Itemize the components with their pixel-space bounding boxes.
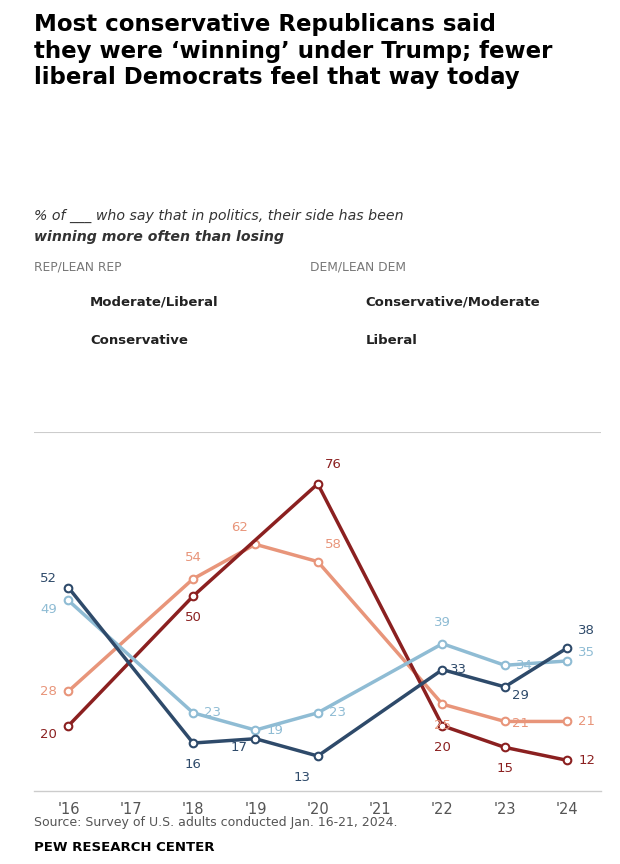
Text: 62: 62: [231, 520, 248, 533]
Text: 29: 29: [512, 689, 529, 702]
Text: PEW RESEARCH CENTER: PEW RESEARCH CENTER: [34, 841, 215, 854]
Text: 23: 23: [205, 706, 221, 720]
Text: 20: 20: [40, 727, 57, 741]
Text: % of ___ who say that in politics, their side has been: % of ___ who say that in politics, their…: [34, 209, 404, 223]
Text: 21: 21: [512, 717, 529, 730]
Text: 28: 28: [40, 684, 57, 698]
Text: winning more often than losing: winning more often than losing: [34, 230, 284, 244]
Text: 49: 49: [40, 602, 57, 616]
Text: Moderate/Liberal: Moderate/Liberal: [90, 295, 218, 309]
Text: 76: 76: [326, 458, 342, 471]
Text: 21: 21: [578, 715, 595, 728]
Text: 12: 12: [578, 753, 595, 767]
Text: 38: 38: [578, 624, 595, 638]
Text: Conservative: Conservative: [90, 334, 188, 347]
Text: 19: 19: [267, 723, 283, 737]
Text: 33: 33: [450, 663, 467, 677]
Text: 17: 17: [231, 740, 248, 754]
Text: 39: 39: [434, 615, 451, 629]
Text: 54: 54: [185, 550, 202, 564]
Text: 52: 52: [40, 572, 57, 586]
Text: 58: 58: [326, 537, 342, 551]
Text: 13: 13: [293, 771, 310, 785]
Text: 15: 15: [496, 762, 513, 776]
Text: Conservative/Moderate: Conservative/Moderate: [366, 295, 541, 309]
Text: REP/LEAN REP: REP/LEAN REP: [34, 261, 122, 274]
Text: DEM/LEAN DEM: DEM/LEAN DEM: [310, 261, 406, 274]
Text: 16: 16: [185, 759, 202, 772]
Text: 25: 25: [434, 719, 451, 733]
Text: 50: 50: [185, 612, 202, 625]
Text: 23: 23: [329, 706, 346, 720]
Text: 20: 20: [434, 741, 451, 754]
Text: 35: 35: [578, 645, 595, 659]
Text: Most conservative Republicans said
they were ‘winning’ under Trump; fewer
libera: Most conservative Republicans said they …: [34, 13, 552, 89]
Text: 34: 34: [516, 658, 533, 672]
Text: Liberal: Liberal: [366, 334, 418, 347]
Text: Source: Survey of U.S. adults conducted Jan. 16-21, 2024.: Source: Survey of U.S. adults conducted …: [34, 816, 397, 829]
